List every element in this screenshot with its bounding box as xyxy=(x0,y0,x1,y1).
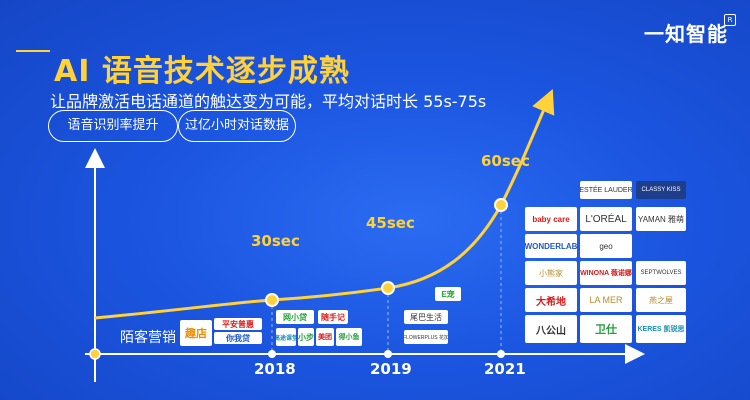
logo-xiaoxiongjia: 小熊家 xyxy=(525,261,577,285)
point-2019 xyxy=(381,281,395,295)
logo-qudian: 趣店 xyxy=(180,320,212,346)
point-2018 xyxy=(265,293,279,307)
logo-septwolves: SEPTWOLVES xyxy=(636,261,686,285)
page-subtitle: 让品牌激活电话通道的触达变为可能，平均对话时长 55s-75s xyxy=(50,92,487,111)
brand-name: 一知智能 xyxy=(644,22,728,46)
tick-2018 xyxy=(268,350,276,358)
tag-dialogue-data: 过亿小时对话数据 xyxy=(178,110,296,142)
year-2021: 2021 xyxy=(484,360,526,378)
growth-curve xyxy=(94,88,555,320)
logo-daxidi: 大希地 xyxy=(525,288,577,312)
logo-niwodai: 你我贷 xyxy=(214,332,262,344)
logo-dexiaoyu: 得小鱼 xyxy=(336,328,362,346)
logo-gaotu: 高途课堂 xyxy=(276,328,296,346)
logo-pingan-puhui: 平安普惠 xyxy=(214,318,262,330)
logo-classy-kiss: CLASSY KISS xyxy=(636,181,686,199)
year-2018: 2018 xyxy=(254,360,296,378)
page-title: AI 语音技术逐步成熟 xyxy=(54,54,350,89)
point-baseline xyxy=(89,348,101,360)
logo-suishouji: 随手记 xyxy=(318,310,348,324)
logo-meituan: 美团 xyxy=(316,328,334,346)
brand-registered-mark: R xyxy=(724,14,736,26)
tag-recognition-rate: 语音识别率提升 xyxy=(48,110,178,142)
logo-babycare: baby care xyxy=(525,207,577,231)
logo-wangxiaodai: 网小贷 xyxy=(276,310,314,324)
logo-flowerplus: FLOWERPLUS 花加 xyxy=(404,330,448,344)
logo-yanzhiwu: 燕之屋 xyxy=(636,288,686,312)
logo-keres: KERES 凯锐思 xyxy=(636,315,686,343)
duration-2021: 60sec xyxy=(481,152,530,170)
logo-winona: WINONA 薇诺娜 xyxy=(580,261,632,285)
duration-2019: 45sec xyxy=(366,214,415,232)
logo-wonderlab: WONDERLAB xyxy=(525,234,577,258)
logo-yaman: YAMAN 雅萌 xyxy=(636,207,686,231)
duration-2018: 30sec xyxy=(251,232,300,250)
logo-xiaobu: 小步 xyxy=(298,328,314,346)
logo-estee-lauder: ESTÉE LAUDER xyxy=(580,181,632,199)
title-accent-line xyxy=(16,50,50,52)
year-2019: 2019 xyxy=(370,360,412,378)
logo-weiba-shenghuo: 尾巴生活 xyxy=(404,310,448,324)
logo-e-chong: E宠 xyxy=(435,287,461,301)
logo-weishi: 卫仕 xyxy=(580,315,632,343)
logo-la-mer: LA MER xyxy=(580,288,632,312)
baseline-label: 陌客营销 xyxy=(120,330,176,346)
tick-2019 xyxy=(384,350,392,358)
tick-2021 xyxy=(497,350,505,358)
logo-bagongshan: 八公山 xyxy=(525,315,577,343)
logo-geo: geo xyxy=(580,234,632,258)
logo-loreal: L'ORÉAL xyxy=(580,207,632,231)
point-2021 xyxy=(494,198,508,212)
